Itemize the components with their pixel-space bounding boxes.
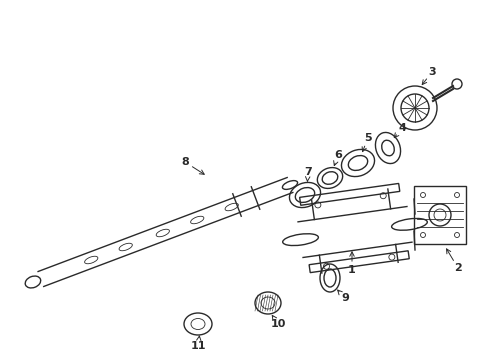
Text: 4: 4 (397, 123, 405, 133)
Text: 11: 11 (190, 341, 205, 351)
Text: 8: 8 (181, 157, 188, 167)
Bar (308, 251, 408, 273)
Text: 9: 9 (340, 293, 348, 303)
Text: 5: 5 (364, 133, 371, 143)
Text: 10: 10 (270, 319, 285, 329)
Text: 6: 6 (333, 150, 341, 160)
Text: 2: 2 (453, 263, 461, 273)
Bar (299, 184, 399, 205)
Bar (413, 186, 465, 244)
Text: 7: 7 (304, 167, 311, 177)
Text: 1: 1 (347, 265, 355, 275)
Text: 3: 3 (427, 67, 435, 77)
